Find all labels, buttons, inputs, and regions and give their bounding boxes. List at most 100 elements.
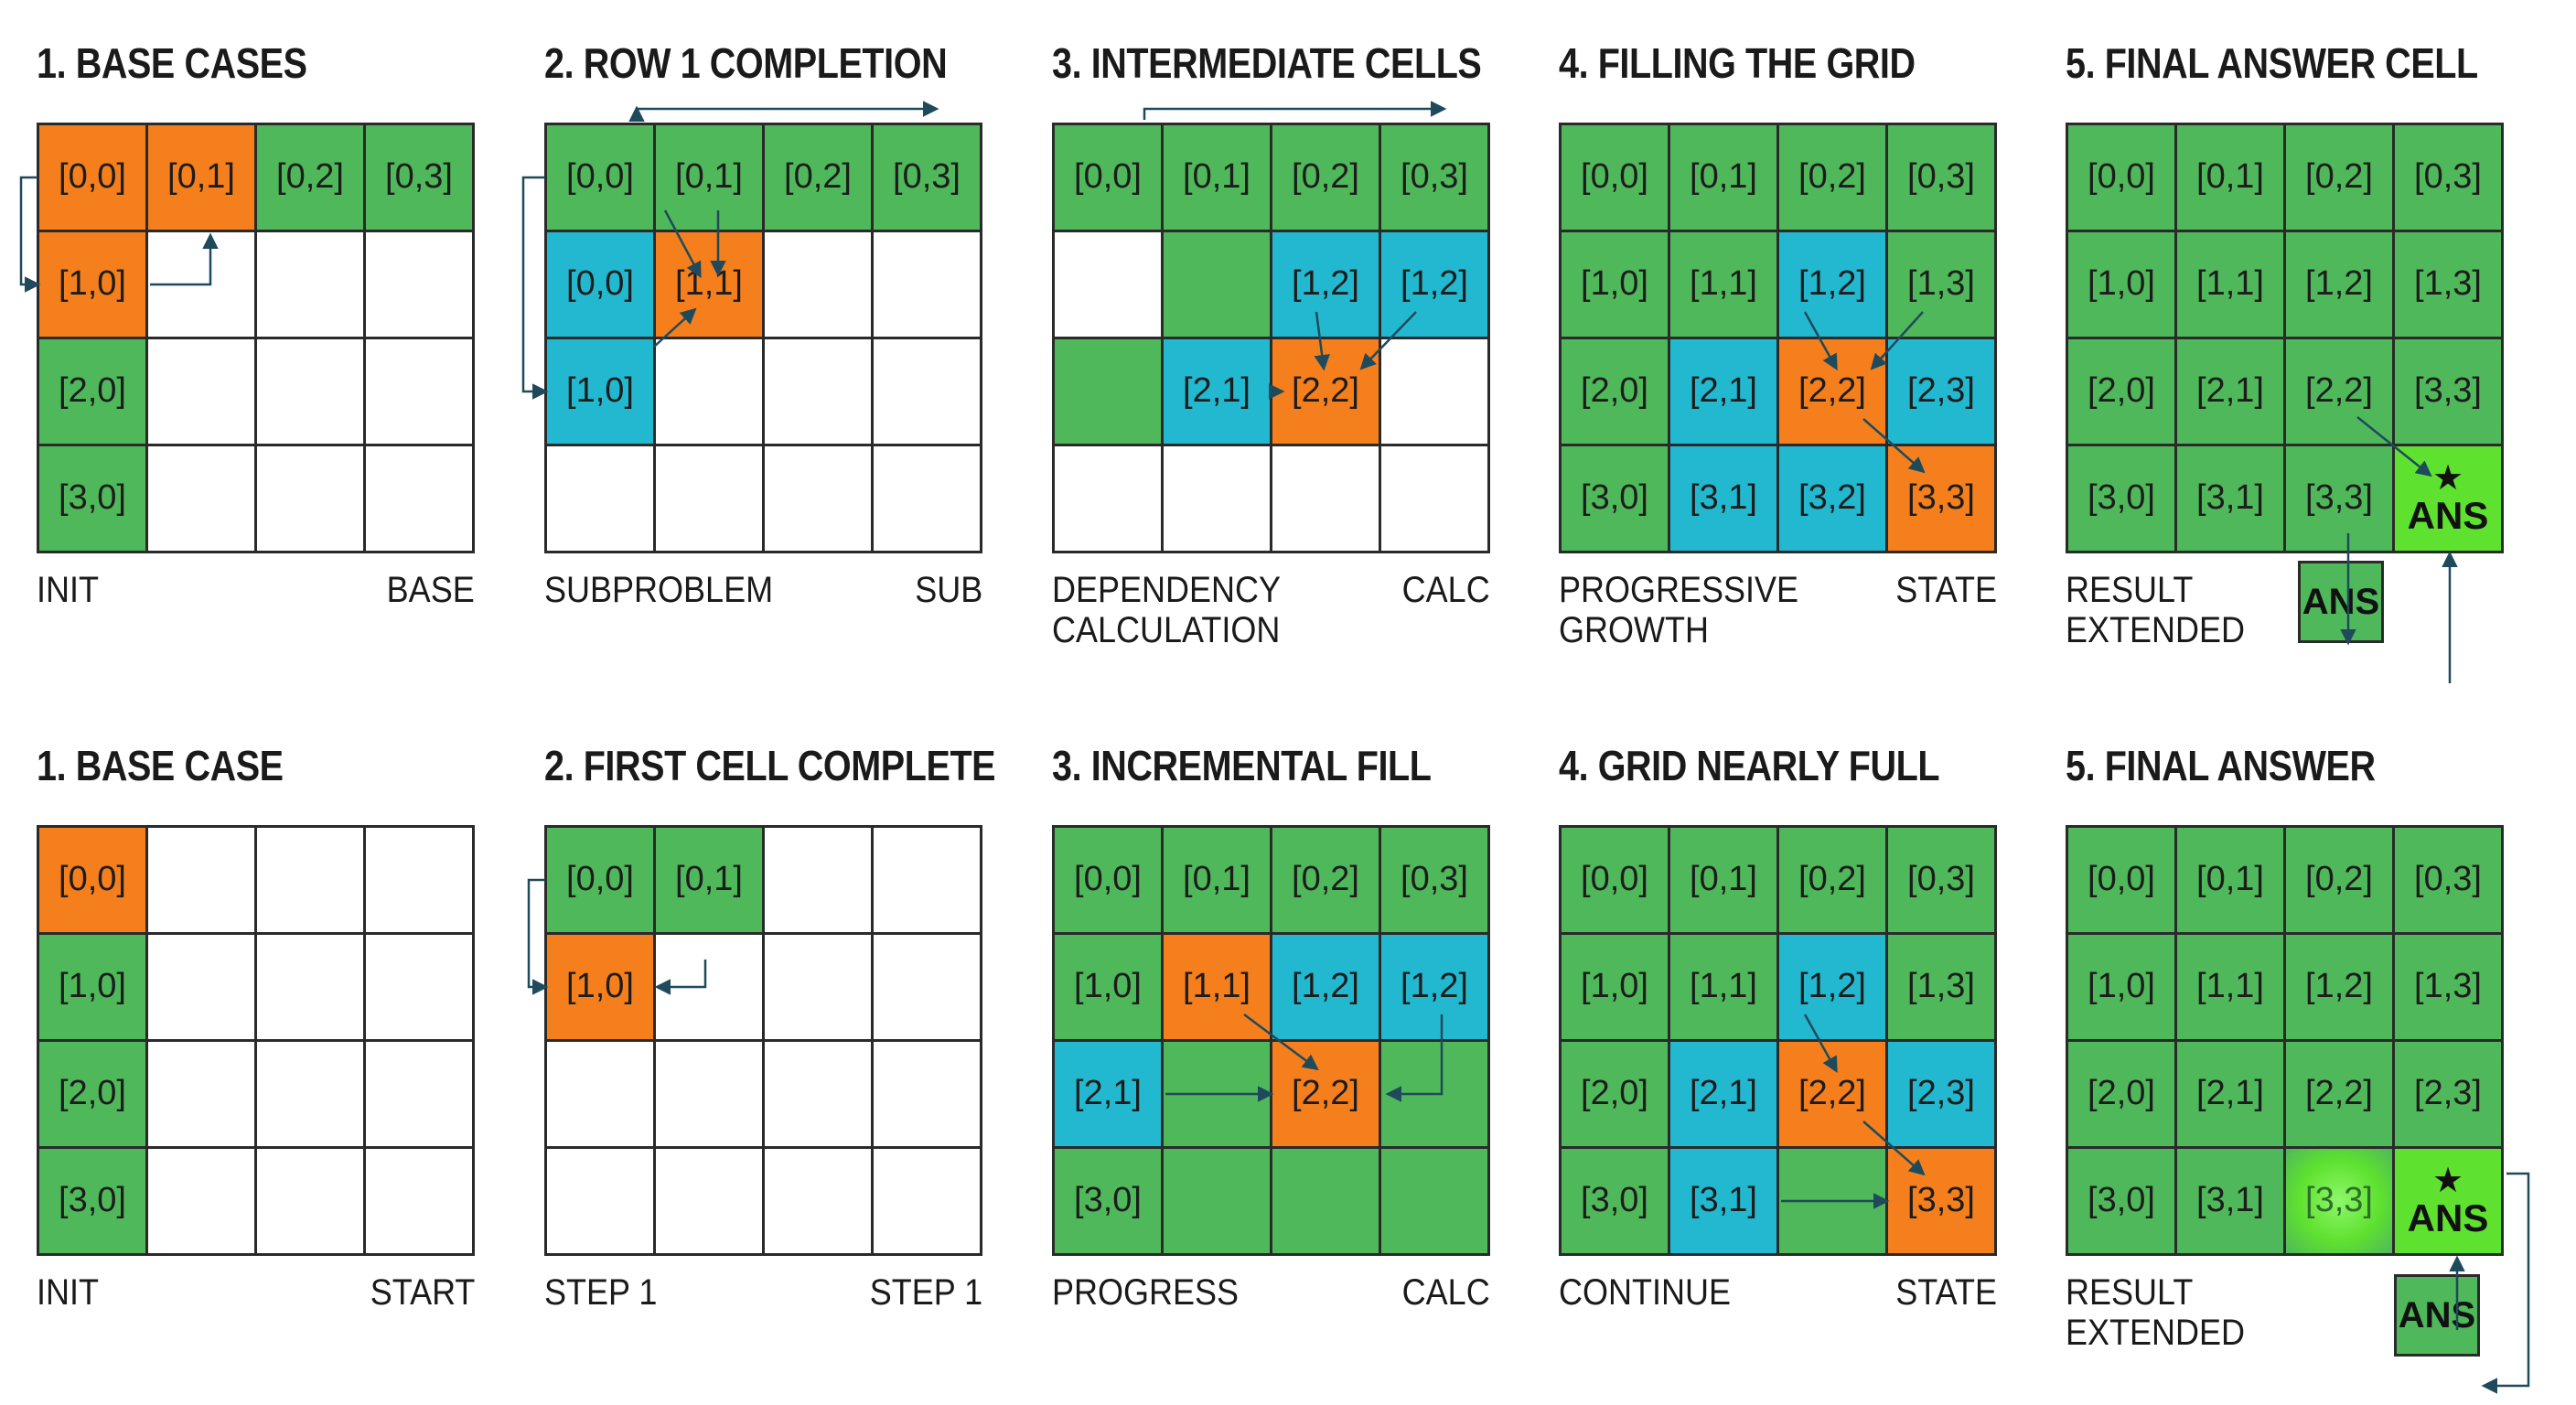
cell-label: [3,3] xyxy=(2414,371,2482,411)
grid-cell-empty xyxy=(765,828,871,932)
grid-cell-current: [0,1] xyxy=(148,125,254,230)
cell-label: [3,1] xyxy=(1690,1181,1757,1220)
grid-cell-empty xyxy=(874,935,980,1039)
cell-label: [3,3] xyxy=(2305,1181,2373,1220)
grid-cell-computed: [3,0] xyxy=(39,446,145,551)
grid-cell-empty xyxy=(257,339,363,444)
cell-label: [0,0] xyxy=(566,264,634,304)
grid-cell-empty xyxy=(366,1149,472,1253)
grid-cell-current: [2,2] xyxy=(1272,1042,1379,1146)
cell-label: [0,1] xyxy=(2196,157,2264,197)
dp-grid: [0,0] [0,1] [0,2] [0,3] [1,0] [2,0] [3,0] xyxy=(37,123,475,553)
cell-label: [3,1] xyxy=(1690,478,1757,518)
grid-cell-current: [2,2] xyxy=(1779,339,1885,444)
grid-cell-computed: [2,1] xyxy=(2177,1042,2283,1146)
grid-cell-dependency: [3,1] xyxy=(1670,1149,1776,1253)
grid-cell-computed: [2,3] xyxy=(2395,1042,2501,1146)
caption-left: SUBPROBLEM xyxy=(544,570,773,610)
cell-label: [0,0] xyxy=(566,157,634,197)
dependency-arrow xyxy=(1143,101,1447,120)
grid-cell-computed: [1,0] xyxy=(39,935,145,1039)
cell-label: [0,0] xyxy=(1074,157,1142,197)
grid-cell-empty xyxy=(148,1149,254,1253)
caption-left: PROGRESS xyxy=(1052,1272,1239,1313)
grid-cell-dependency: [2,1] xyxy=(1670,1042,1776,1146)
grid-cell-dependency: [1,2] xyxy=(1779,935,1885,1039)
cell-label: [1,3] xyxy=(2414,967,2482,1006)
grid-cell-empty xyxy=(257,1149,363,1253)
grid-cell-dependency: [1,0] xyxy=(547,339,653,444)
cell-label: [3,3] xyxy=(1907,1181,1975,1220)
grid-cell-computed xyxy=(1272,1149,1379,1253)
grid-cell-dependency: [2,1] xyxy=(1164,339,1270,444)
cell-label: [1,2] xyxy=(1292,264,1359,304)
grid-cell-empty xyxy=(765,339,871,444)
panel-1-4: 4. FILLING THE GRID [0,0] [0,1] [0,2] [0,3][… xyxy=(1559,38,1997,661)
grid-cell-computed: [1,1] xyxy=(1670,232,1776,337)
grid-cell-computed: [0,0] xyxy=(1055,125,1161,230)
grid-cell-computed: [1,1] xyxy=(2177,232,2283,337)
cell-label: [1,3] xyxy=(2414,264,2482,304)
grid-cell-computed xyxy=(1164,1042,1270,1146)
cell-label: [0,3] xyxy=(2414,860,2482,899)
grid-cell-empty xyxy=(874,232,980,337)
grid-cell-computed: [0,0] xyxy=(547,125,653,230)
panel-2-5: 5. FINAL ANSWER [0,0] [0,1] [0,2] [0,3] [1,0]… xyxy=(2066,741,2530,1394)
grid-cell-answer: ★ ANS xyxy=(2395,446,2501,551)
grid-cell-computed: [0,1] xyxy=(1670,828,1776,932)
cell-label: [0,3] xyxy=(385,157,453,197)
cell-label: [3,2] xyxy=(1798,478,1866,518)
cell-label: [1,1] xyxy=(1690,967,1757,1006)
dp-grid: [0,0] [0,1] [0,2] [0,3] [0,0] [1,1] [1,0] xyxy=(544,123,982,553)
grid-cell-computed: [0,3] xyxy=(1888,125,1994,230)
panel-1-3: 3. INTERMEDIATE CELLS [0,0] [0,1] [0,2] [0,3… xyxy=(1052,38,1490,661)
cell-label: [3,1] xyxy=(2196,478,2264,518)
grid-cell-computed: [0,2] xyxy=(2286,125,2392,230)
panel-title: 1. BASE CASES xyxy=(37,39,307,87)
grid-cell-computed: [3,0] xyxy=(2068,1149,2174,1253)
answer-box: ANS xyxy=(2298,561,2384,643)
grid-cell-empty xyxy=(1055,446,1161,551)
dependency-arrow xyxy=(527,878,549,995)
caption-line: DEPENDENCY xyxy=(1052,570,1282,610)
grid-cell-computed: [0,0] xyxy=(1562,828,1668,932)
cell-label: [0,2] xyxy=(2305,860,2373,899)
cell-label: [3,0] xyxy=(1074,1181,1142,1220)
grid-cell-computed: [0,1] xyxy=(1164,125,1270,230)
caption-right: SUB xyxy=(914,570,982,610)
grid-cell-empty xyxy=(257,232,363,337)
dp-grid: [0,0] [0,1] [0,2] [0,3] [1,0] [1,1] [1,2] [1,3]… xyxy=(2066,825,2504,1256)
caption-line: CALCULATION xyxy=(1052,610,1281,650)
cell-label: [3,0] xyxy=(1581,1181,1648,1220)
grid-cell-empty xyxy=(257,1042,363,1146)
grid-cell-current: [0,0] xyxy=(39,125,145,230)
panel-title: 3. INCREMENTAL FILL xyxy=(1052,742,1432,789)
dependency-arrow xyxy=(19,176,41,293)
grid-cell-current: [2,2] xyxy=(1779,1042,1885,1146)
grid-cell-computed: [1,2] xyxy=(2286,935,2392,1039)
caption-left: PROGRESSIVE GROWTH xyxy=(1559,570,1798,650)
panel-title: 5. FINAL ANSWER xyxy=(2066,742,2376,789)
grid-cell-computed: [3,3] xyxy=(2395,339,2501,444)
grid-cell-computed: [1,3] xyxy=(1888,232,1994,337)
cell-label: [0,2] xyxy=(784,157,852,197)
answer-label: ANS xyxy=(2407,1196,2489,1239)
caption-line: INIT xyxy=(37,570,99,610)
grid-cell-computed: [2,0] xyxy=(2068,1042,2174,1146)
grid-cell-computed xyxy=(1164,232,1270,337)
cell-label: [0,2] xyxy=(2305,157,2373,197)
cell-label: [1,0] xyxy=(59,264,126,304)
cell-label: [0,1] xyxy=(1690,157,1757,197)
grid-cell-empty xyxy=(1164,446,1270,551)
grid-cell-empty xyxy=(765,1042,871,1146)
grid-cell-empty xyxy=(656,446,762,551)
grid-cell-empty xyxy=(366,339,472,444)
grid-cell-empty xyxy=(1272,446,1379,551)
grid-cell-computed: [2,0] xyxy=(39,1042,145,1146)
cell-label: [2,1] xyxy=(1690,1074,1757,1113)
cell-label: [0,1] xyxy=(675,157,743,197)
grid-cell-empty xyxy=(547,446,653,551)
grid-cell-computed: [2,0] xyxy=(2068,339,2174,444)
grid-cell-current: [3,3] xyxy=(1888,446,1994,551)
caption-right: CALC xyxy=(1401,570,1490,610)
